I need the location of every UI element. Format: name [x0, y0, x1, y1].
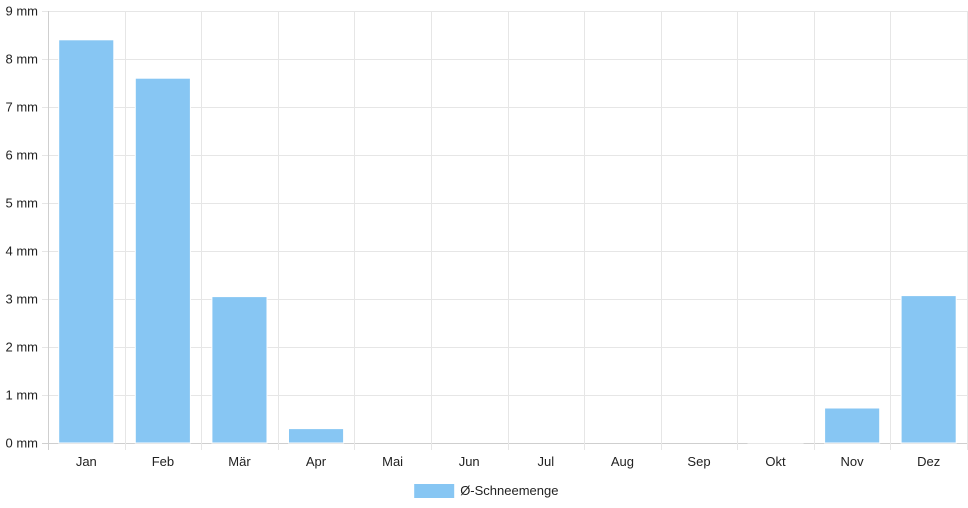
x-tick-label: Mai	[382, 454, 403, 469]
y-tick-label: 1 mm	[6, 388, 39, 403]
x-tick-label: Dez	[917, 454, 940, 469]
bar-Apr	[288, 428, 345, 444]
bar-Nov	[824, 407, 881, 444]
x-tick-label: Okt	[765, 454, 786, 469]
x-tick-label: Sep	[687, 454, 710, 469]
legend-label[interactable]: Ø-Schneemenge	[460, 483, 558, 498]
x-tick-label: Jun	[459, 454, 480, 469]
y-tick-label: 9 mm	[6, 4, 39, 19]
x-tick-label: Nov	[841, 454, 865, 469]
legend-swatch[interactable]	[414, 484, 455, 498]
y-tick-label: 8 mm	[6, 52, 39, 67]
x-tick-label: Mär	[228, 454, 251, 469]
x-tick-label: Apr	[306, 454, 327, 469]
x-tick-label: Feb	[152, 454, 174, 469]
legend[interactable]: Ø-Schneemenge	[414, 483, 558, 498]
x-tick-label: Jul	[537, 454, 554, 469]
y-tick-label: 3 mm	[6, 292, 39, 307]
bar-Okt	[747, 441, 804, 444]
y-tick-label: 4 mm	[6, 244, 39, 259]
bars	[58, 39, 957, 444]
x-tick-label: Aug	[611, 454, 634, 469]
y-tick-label: 2 mm	[6, 340, 39, 355]
y-tick-label: 0 mm	[6, 436, 39, 451]
bar-Dez	[900, 295, 957, 444]
bar-Jan	[58, 39, 115, 444]
y-tick-label: 6 mm	[6, 148, 39, 163]
bar-Mär	[211, 296, 268, 444]
y-tick-label: 5 mm	[6, 196, 39, 211]
x-tick-label: Jan	[76, 454, 97, 469]
axes: 0 mm 1 mm 2 mm 3 mm 4 mm 5 mm 6 mm 7 mm 8 mm 9 mm…	[6, 4, 941, 470]
bar-Feb	[134, 77, 191, 444]
y-tick-label: 7 mm	[6, 100, 39, 115]
